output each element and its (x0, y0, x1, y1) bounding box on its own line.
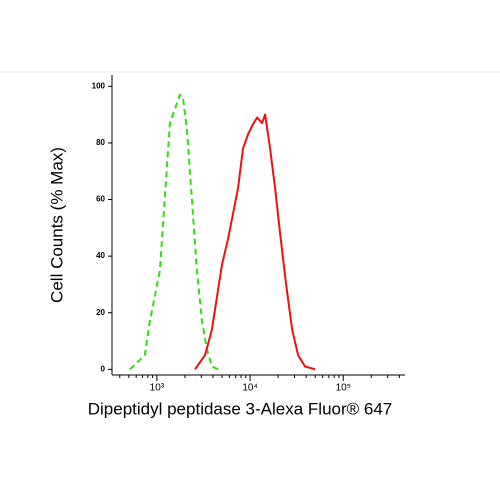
y-tick-label: 100 (92, 81, 106, 90)
y-tick-label: 40 (96, 251, 105, 260)
x-tick-label: 10⁴ (242, 383, 257, 394)
y-axis-label: Cell Counts (% Max) (47, 147, 66, 303)
y-tick-label: 0 (101, 364, 106, 373)
y-tick-label: 60 (96, 195, 105, 204)
series-line (129, 93, 219, 371)
x-axis-label: Dipeptidyl peptidase 3-Alexa Fluor® 647 (88, 399, 393, 418)
x-tick-label: 10³ (150, 383, 165, 394)
series-line (194, 113, 316, 371)
y-tick-label: 80 (96, 138, 105, 147)
y-tick-label: 20 (96, 308, 105, 317)
x-tick-label: 10⁵ (336, 383, 351, 394)
